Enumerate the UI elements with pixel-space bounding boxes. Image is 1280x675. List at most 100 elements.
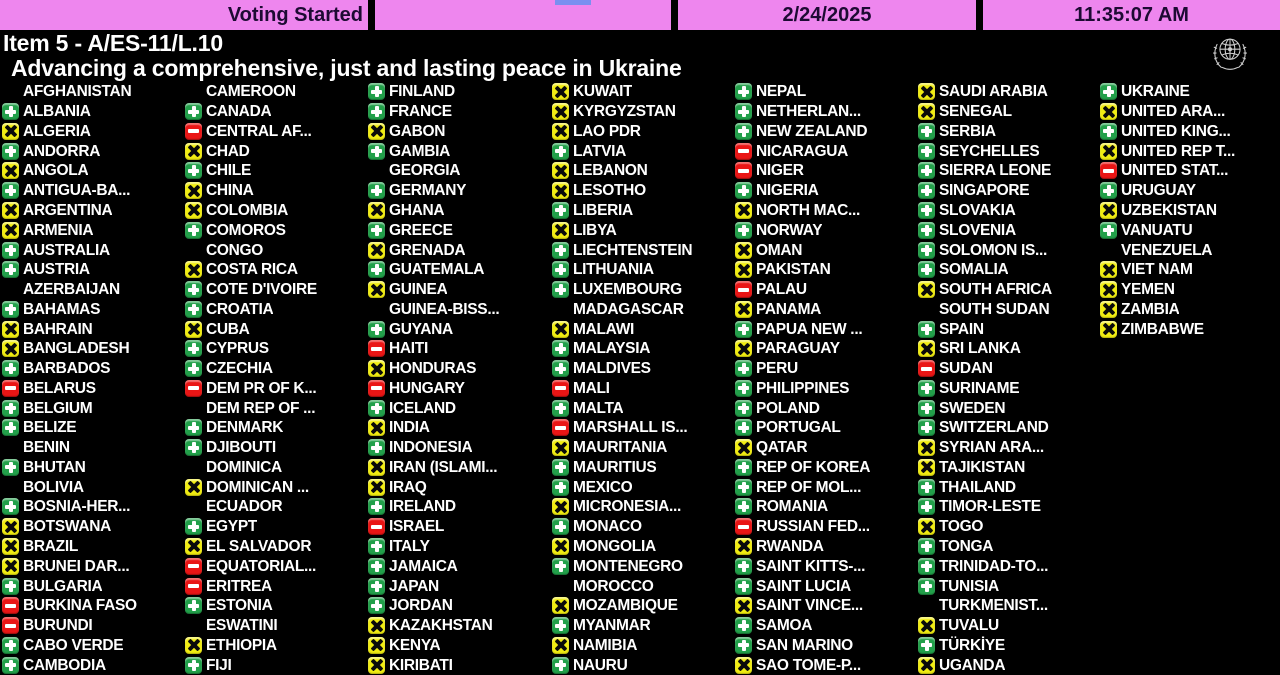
abstain-vote-icon — [735, 241, 752, 259]
abstain-vote-icon — [368, 201, 385, 219]
abstain-vote-icon — [918, 83, 935, 101]
yes-vote-icon — [368, 537, 385, 555]
country-name: DEM PR OF K... — [206, 379, 317, 397]
country-name: TUVALU — [939, 617, 999, 635]
country-name: ROMANIA — [756, 498, 828, 516]
abstain-vote-icon — [2, 537, 19, 555]
country-row: LIBERIA — [552, 201, 733, 221]
no-vote-icon — [185, 577, 202, 595]
country-name: SYRIAN ARA... — [939, 439, 1044, 457]
no-vote-placeholder — [368, 162, 385, 179]
country-name: UNITED STAT... — [1121, 162, 1229, 180]
country-name: INDONESIA — [389, 439, 473, 457]
country-row: DEM PR OF K... — [185, 378, 366, 398]
country-name: LESOTHO — [573, 182, 646, 200]
no-vote-placeholder — [2, 439, 19, 456]
country-name: LUXEMBOURG — [573, 281, 682, 299]
country-name: TRINIDAD-TO... — [939, 557, 1049, 575]
country-row: POLAND — [735, 398, 916, 418]
country-name: HONDURAS — [389, 360, 477, 378]
no-vote-icon — [368, 518, 385, 536]
country-name: NORWAY — [756, 221, 823, 239]
yes-vote-icon — [735, 83, 752, 101]
country-name: MOZAMBIQUE — [573, 597, 678, 615]
country-row: PANAMA — [735, 299, 916, 319]
country-name: TIMOR-LESTE — [939, 498, 1041, 516]
country-row: UZBEKISTAN — [1100, 201, 1280, 221]
country-row: FIJI — [185, 655, 366, 675]
country-row: QATAR — [735, 438, 916, 458]
country-name: UGANDA — [939, 656, 1006, 674]
country-name: CHAD — [206, 142, 250, 160]
yes-vote-icon — [552, 241, 569, 259]
country-name: SOMALIA — [939, 261, 1009, 279]
abstain-vote-icon — [735, 261, 752, 279]
country-row: AZERBAIJAN — [2, 280, 183, 300]
no-vote-icon — [2, 597, 19, 615]
country-name: GUINEA — [389, 281, 448, 299]
country-name: GUINEA-BISS... — [389, 300, 500, 318]
country-name: BAHAMAS — [23, 300, 101, 318]
no-vote-icon — [552, 419, 569, 437]
country-row: EGYPT — [185, 517, 366, 537]
yes-vote-icon — [368, 221, 385, 239]
country-name: BANGLADESH — [23, 340, 130, 358]
abstain-vote-icon — [918, 103, 935, 121]
country-name: MONGOLIA — [573, 537, 656, 555]
yes-vote-icon — [2, 636, 19, 654]
country-name: DENMARK — [206, 419, 284, 437]
abstain-vote-icon — [2, 221, 19, 239]
resolution-subtitle: Advancing a comprehensive, just and last… — [11, 55, 682, 81]
country-row: ALGERIA — [2, 122, 183, 142]
country-name: LAO PDR — [573, 122, 641, 140]
country-row: HONDURAS — [368, 359, 549, 379]
country-name: GHANA — [389, 201, 445, 219]
yes-vote-icon — [552, 340, 569, 358]
country-row: BURUNDI — [2, 616, 183, 636]
country-name: SAINT VINCE... — [756, 597, 863, 615]
yes-vote-icon — [735, 498, 752, 516]
yes-vote-icon — [2, 103, 19, 121]
country-row: SLOVENIA — [918, 220, 1099, 240]
country-row: SRI LANKA — [918, 339, 1099, 359]
country-row: LESOTHO — [552, 181, 733, 201]
abstain-vote-icon — [185, 478, 202, 496]
country-name: INDIA — [389, 419, 430, 437]
country-row: SWITZERLAND — [918, 418, 1099, 438]
country-row: BOLIVIA — [2, 477, 183, 497]
country-row: MAURITANIA — [552, 438, 733, 458]
country-row: MONGOLIA — [552, 537, 733, 557]
abstain-vote-icon — [1100, 320, 1117, 338]
abstain-vote-icon — [368, 458, 385, 476]
yes-vote-icon — [552, 261, 569, 279]
country-name: MALDIVES — [573, 360, 651, 378]
yes-vote-icon — [1100, 221, 1117, 239]
country-row: NORTH MAC... — [735, 201, 916, 221]
yes-vote-icon — [368, 597, 385, 615]
country-column-7: UKRAINE UNITED ARA... UNITED KING... UNITED… — [1100, 82, 1280, 339]
country-row: ECUADOR — [185, 497, 366, 517]
country-row: SYRIAN ARA... — [918, 438, 1099, 458]
country-name: BOSNIA-HER... — [23, 498, 131, 516]
country-name: NEW ZEALAND — [756, 122, 868, 140]
yes-vote-icon — [2, 360, 19, 378]
country-row: CZECHIA — [185, 359, 366, 379]
yes-vote-icon — [1100, 83, 1117, 101]
abstain-vote-icon — [1100, 142, 1117, 160]
country-row: COMOROS — [185, 220, 366, 240]
country-row: ITALY — [368, 537, 549, 557]
yes-vote-icon — [552, 399, 569, 417]
country-row: SOUTH SUDAN — [918, 299, 1099, 319]
country-row: BHUTAN — [2, 458, 183, 478]
no-vote-placeholder — [185, 400, 202, 417]
country-name: CAMBODIA — [23, 656, 106, 674]
country-name: TUNISIA — [939, 577, 999, 595]
abstain-vote-icon — [918, 518, 935, 536]
country-name: GAMBIA — [389, 142, 451, 160]
country-name: ANDORRA — [23, 142, 101, 160]
country-row: LEBANON — [552, 161, 733, 181]
yes-vote-icon — [735, 221, 752, 239]
country-name: MONACO — [573, 518, 642, 536]
country-row: VANUATU — [1100, 220, 1280, 240]
country-name: CUBA — [206, 320, 250, 338]
